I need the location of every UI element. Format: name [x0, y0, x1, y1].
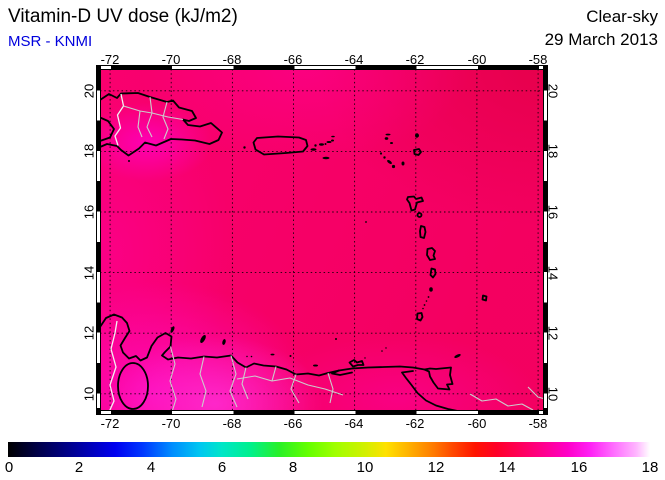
- page-title: Vitamin-D UV dose (kJ/m2): [8, 6, 238, 27]
- lat-tick-label: 12: [81, 325, 97, 341]
- product-label: MSR - KNMI: [8, 33, 93, 50]
- lon-tick-label: -58: [528, 416, 548, 431]
- haiti-dr-border: [114, 93, 125, 146]
- lat-tick-label: 20: [545, 83, 561, 99]
- lat-tick-label: 10: [545, 386, 561, 402]
- figure-meta: Clear-sky 29 March 2013: [545, 5, 658, 51]
- trinidad-coast: [423, 366, 454, 391]
- lon-tick-label: -62: [405, 416, 425, 431]
- coastlines: [100, 92, 488, 412]
- country-borders: [108, 93, 125, 412]
- lat-tick-label: 10: [81, 386, 97, 402]
- uv-dose-field: [100, 69, 545, 412]
- lat-tick-label: 16: [81, 204, 97, 220]
- lon-tick-label: -66: [283, 416, 303, 431]
- colorbar-tick-label: 6: [217, 459, 227, 476]
- lon-tick-label: -62: [405, 52, 425, 67]
- lake-maracaibo: [117, 362, 149, 410]
- colorbar-tick-label: 14: [498, 459, 516, 476]
- colorbar: [8, 442, 650, 457]
- date-label: 29 March 2013: [544, 30, 658, 49]
- colorbar-tick-label: 4: [146, 459, 156, 476]
- lon-tick-label: -70: [161, 416, 181, 431]
- lon-tick-label: -68: [222, 416, 242, 431]
- colorbar-tick-label: 16: [570, 459, 588, 476]
- colorbar-tick-label: 12: [427, 459, 445, 476]
- lat-tick-label: 20: [81, 83, 97, 99]
- small-islands: [128, 133, 461, 367]
- colorbar-tick-label: 0: [4, 459, 14, 476]
- lon-tick-label: -66: [283, 52, 303, 67]
- barbados-coast: [481, 294, 488, 302]
- colorbar-tick-label: 18: [641, 459, 659, 476]
- lon-tick-label: -70: [161, 52, 181, 67]
- map-frame-right: [543, 65, 548, 415]
- lat-tick-label: 14: [81, 265, 97, 281]
- lat-tick-label: 18: [545, 143, 561, 159]
- map-frame-bottom: [97, 410, 548, 415]
- lon-tick-label: -64: [344, 52, 364, 67]
- lon-tick-label: -72: [100, 52, 120, 67]
- colorbar-tick-label: 2: [74, 459, 84, 476]
- south-america-coast: [100, 313, 426, 377]
- lat-tick-label: 14: [545, 265, 561, 281]
- hispaniola-coast: [100, 92, 223, 157]
- map-overlay: [100, 69, 545, 412]
- lon-tick-label: -60: [467, 416, 487, 431]
- sky-condition-label: Clear-sky: [586, 7, 658, 26]
- colombia-venezuela-border: [108, 320, 118, 412]
- lon-tick-label: -64: [344, 416, 364, 431]
- guadeloupe-coast: [406, 195, 424, 212]
- colorbar-tick-label: 8: [288, 459, 298, 476]
- puerto-rico-coast: [252, 135, 309, 156]
- lon-tick-label: -58: [528, 52, 548, 67]
- lon-tick-label: -72: [100, 416, 120, 431]
- lat-tick-label: 12: [545, 325, 561, 341]
- lon-tick-label: -68: [222, 52, 242, 67]
- map-frame-left: [96, 65, 101, 415]
- lat-tick-label: 16: [545, 204, 561, 220]
- lon-tick-label: -60: [467, 52, 487, 67]
- colorbar-tick-label: 10: [356, 459, 374, 476]
- admin-borders: [123, 96, 545, 412]
- graticule-grid: [100, 69, 545, 412]
- lat-tick-label: 18: [81, 143, 97, 159]
